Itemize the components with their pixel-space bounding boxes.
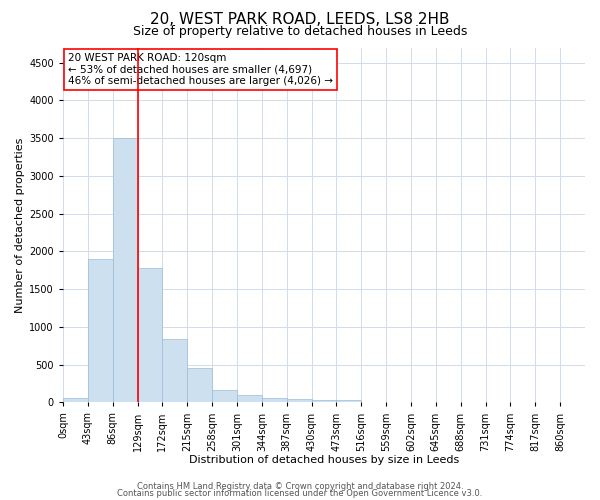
- Bar: [212, 390, 237, 402]
- Bar: [63, 398, 88, 402]
- Bar: [113, 138, 137, 402]
- Text: 20 WEST PARK ROAD: 120sqm
← 53% of detached houses are smaller (4,697)
46% of se: 20 WEST PARK ROAD: 120sqm ← 53% of detac…: [68, 53, 333, 86]
- Y-axis label: Number of detached properties: Number of detached properties: [15, 138, 25, 312]
- Bar: [163, 339, 187, 402]
- Bar: [311, 400, 337, 402]
- Text: 20, WEST PARK ROAD, LEEDS, LS8 2HB: 20, WEST PARK ROAD, LEEDS, LS8 2HB: [150, 12, 450, 28]
- Text: Contains public sector information licensed under the Open Government Licence v3: Contains public sector information licen…: [118, 490, 482, 498]
- Bar: [237, 395, 262, 402]
- X-axis label: Distribution of detached houses by size in Leeds: Distribution of detached houses by size …: [189, 455, 459, 465]
- Bar: [262, 398, 287, 402]
- Text: Contains HM Land Registry data © Crown copyright and database right 2024.: Contains HM Land Registry data © Crown c…: [137, 482, 463, 491]
- Bar: [287, 399, 311, 402]
- Bar: [337, 400, 361, 402]
- Bar: [137, 268, 163, 402]
- Bar: [88, 259, 113, 402]
- Text: Size of property relative to detached houses in Leeds: Size of property relative to detached ho…: [133, 25, 467, 38]
- Bar: [187, 368, 212, 402]
